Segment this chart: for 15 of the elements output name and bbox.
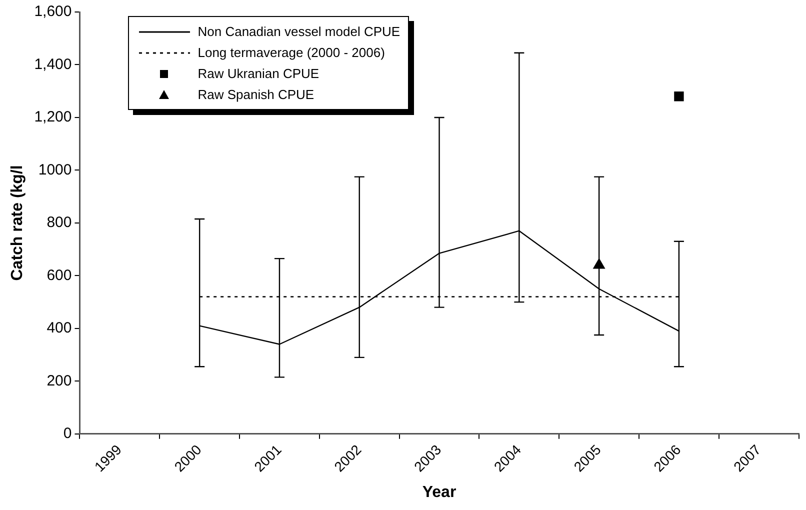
y-tick-label: 200 xyxy=(46,372,72,390)
legend-label: Raw Ukranian CPUE xyxy=(198,66,320,81)
legend-label: Non Canadian vessel model CPUE xyxy=(198,24,400,39)
y-tick-label: 1,200 xyxy=(34,108,72,126)
y-tick-label: 400 xyxy=(46,320,72,337)
y-tick-label: 1,600 xyxy=(34,3,72,20)
y-tick-label: 0 xyxy=(63,425,72,442)
x-axis-title: Year xyxy=(422,484,456,501)
y-tick-label: 1,400 xyxy=(34,56,72,73)
legend-label: Long termaverage (2000 - 2006) xyxy=(198,45,385,60)
legend-label: Raw Spanish CPUE xyxy=(198,87,314,102)
y-tick-label: 1000 xyxy=(38,161,72,178)
y-tick-label: 800 xyxy=(46,214,72,232)
y-tick-label: 600 xyxy=(46,266,72,284)
y-axis-title: Catch rate (kg/l xyxy=(9,165,26,281)
